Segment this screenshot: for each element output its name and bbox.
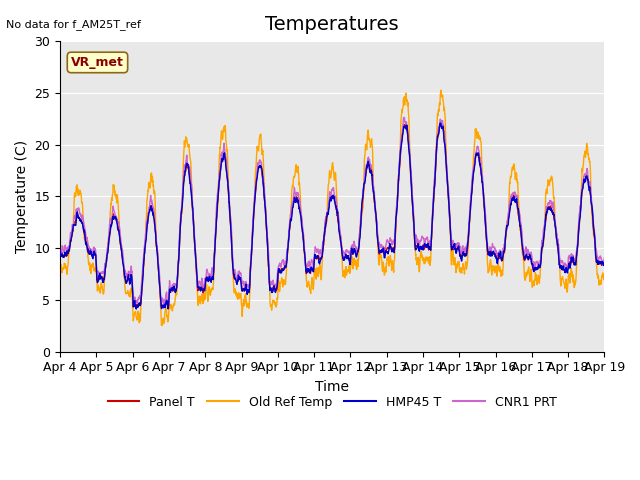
X-axis label: Time: Time — [316, 380, 349, 394]
Text: No data for f_AM25T_ref: No data for f_AM25T_ref — [6, 19, 141, 30]
Text: VR_met: VR_met — [71, 56, 124, 69]
Y-axis label: Temperature (C): Temperature (C) — [15, 140, 29, 253]
Title: Temperatures: Temperatures — [266, 15, 399, 34]
Legend: Panel T, Old Ref Temp, HMP45 T, CNR1 PRT: Panel T, Old Ref Temp, HMP45 T, CNR1 PRT — [103, 391, 561, 414]
